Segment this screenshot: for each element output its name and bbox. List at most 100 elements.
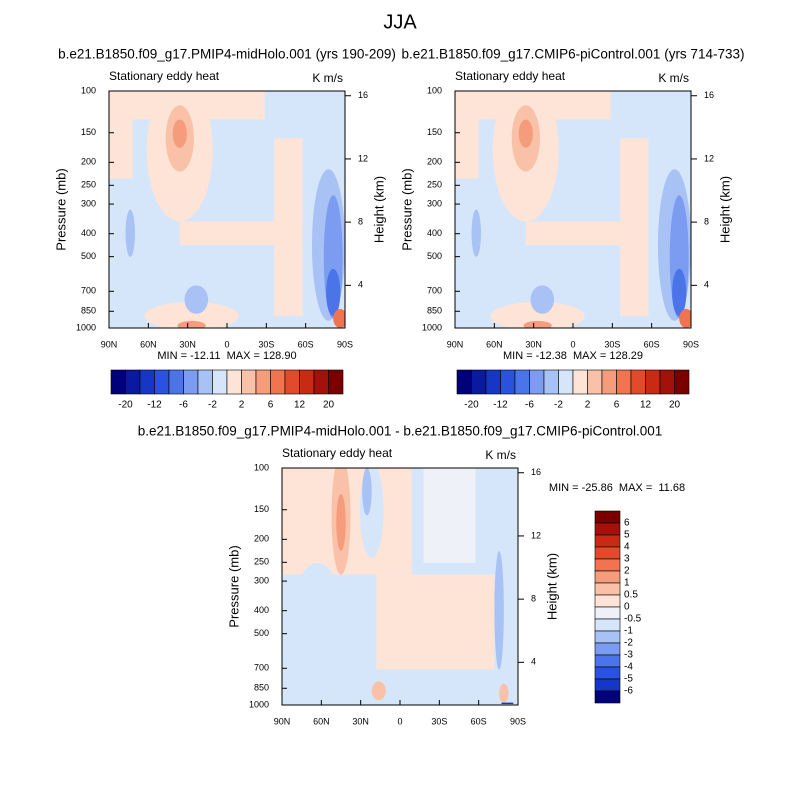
colorbar-label: 20: [323, 400, 335, 411]
colorbar-label: -6: [624, 686, 633, 697]
min-max-annotation: MIN = -25.86 MAX = 11.68: [549, 482, 685, 494]
y-tick-label: 250: [427, 180, 442, 190]
colorbar-label: -2: [554, 400, 563, 411]
colorbar-label: -2: [624, 638, 633, 649]
colorbar-box: [226, 369, 242, 395]
contour-region: [172, 119, 187, 148]
y-tick-label: 850: [81, 306, 96, 316]
y-tick-label: 400: [81, 228, 96, 238]
colorbar-label: 2: [585, 400, 591, 411]
x-tick-label: 60N: [313, 716, 330, 726]
colorbar-box: [594, 594, 621, 608]
contour-field: [455, 91, 691, 328]
y-tick-label: 500: [81, 251, 96, 261]
y-tick-label: 1000: [422, 322, 442, 332]
colorbar-label: -1: [624, 626, 633, 637]
contour-region: [274, 138, 303, 317]
left-title: Stationary eddy heat: [455, 69, 566, 83]
colorbar-box: [456, 369, 472, 395]
y-tick-label: 500: [254, 628, 269, 638]
colorbar-box: [630, 369, 646, 395]
y-tick-label: 100: [254, 462, 269, 472]
x-tick-label: 30N: [352, 716, 369, 726]
x-tick-label: 90N: [274, 716, 291, 726]
x-tick-label: 90S: [683, 339, 699, 349]
y-tick-label: 200: [427, 157, 442, 167]
colorbar-label: 6: [614, 400, 620, 411]
colorbar-box: [168, 369, 184, 395]
colorbar-label: 2: [624, 566, 630, 577]
colorbar-box: [241, 369, 257, 395]
colorbar-label: -6: [525, 400, 534, 411]
colorbar-box: [587, 369, 603, 395]
contour-region: [679, 309, 691, 328]
contour-region: [333, 309, 345, 328]
colorbar-box: [594, 618, 621, 632]
colorbar-label: -0.5: [624, 614, 642, 625]
colorbar-box: [594, 690, 621, 704]
colorbar-label: -12: [493, 400, 508, 411]
colorbar: -20 -12 -6 -2 2 6 12 20: [456, 369, 690, 411]
y2-tick-label: 12: [704, 153, 714, 163]
contour-region: [525, 221, 649, 246]
colorbar-label: 6: [624, 518, 630, 529]
colorbar-box: [270, 369, 286, 395]
colorbar-box: [601, 369, 617, 395]
y2-tick-label: 8: [531, 594, 536, 604]
y2-tick-label: 4: [704, 280, 709, 290]
colorbar-box: [645, 369, 661, 395]
contour-region: [423, 468, 476, 563]
y-tick-label: 250: [81, 180, 96, 190]
y2-tick-label: 4: [531, 657, 536, 667]
y-tick-label: 200: [81, 157, 96, 167]
contour-region: [672, 268, 687, 317]
contour-region: [501, 702, 514, 705]
colorbar-box: [139, 369, 155, 395]
y2-axis-label: Height (km): [544, 553, 559, 620]
colorbar-box: [572, 369, 588, 395]
x-tick-label: 30S: [604, 339, 620, 349]
x-tick-label: 0: [570, 339, 575, 349]
y-tick-label: 1000: [76, 322, 96, 332]
panel-title: b.e21.B1850.f09_g17.PMIP4-midHolo.001 (y…: [58, 47, 396, 62]
contour-region: [471, 209, 481, 257]
colorbar-box: [125, 369, 141, 395]
contour-region: [109, 91, 345, 328]
colorbar-label: 12: [640, 400, 652, 411]
contour-field: [282, 468, 518, 705]
x-tick-label: 60S: [471, 716, 487, 726]
x-tick-label: 30S: [258, 339, 274, 349]
y-tick-label: 300: [81, 198, 96, 208]
colorbar-label: 5: [624, 530, 630, 541]
contour-region: [371, 681, 386, 701]
contour-region: [144, 301, 239, 328]
colorbar-label: 3: [624, 554, 630, 565]
left-title: Stationary eddy heat: [109, 69, 220, 83]
colorbar-box: [543, 369, 559, 395]
x-tick-label: 30S: [431, 716, 447, 726]
colorbar-box: [616, 369, 632, 395]
contour-region: [336, 494, 346, 551]
panel-title: b.e21.B1850.f09_g17.CMIP6-piControl.001 …: [402, 47, 745, 62]
contour-region: [326, 268, 341, 317]
colorbar-box: [485, 369, 501, 395]
colorbar-box: [594, 510, 621, 524]
x-tick-label: 0: [397, 716, 402, 726]
x-tick-label: 90N: [447, 339, 464, 349]
y-tick-label: 400: [427, 228, 442, 238]
y-axis-label: Pressure (mb): [53, 168, 68, 250]
colorbar-box: [197, 369, 213, 395]
colorbar-box: [594, 522, 621, 536]
colorbar-box: [594, 558, 621, 572]
colorbar-box: [212, 369, 228, 395]
y-tick-label: 700: [254, 663, 269, 673]
contour-region: [177, 320, 206, 328]
min-max-annotation: MIN = -12.11 MAX = 128.90: [157, 350, 296, 362]
contour-region: [523, 320, 552, 328]
colorbar-label: -4: [624, 662, 633, 673]
colorbar-box: [529, 369, 545, 395]
colorbar-box: [594, 654, 621, 668]
figure-title: JJA: [383, 11, 417, 33]
right-title: K m/s: [312, 71, 343, 85]
